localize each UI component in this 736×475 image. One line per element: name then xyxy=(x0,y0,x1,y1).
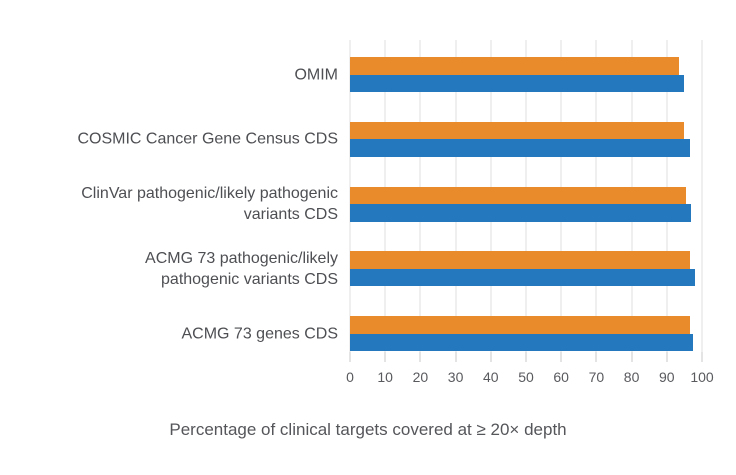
bar-orange-top-bar xyxy=(350,251,690,269)
bar-blue-bottom-bar xyxy=(350,333,694,351)
x-tick-label: 0 xyxy=(346,369,354,385)
category-label: ACMG 73 genes CDS xyxy=(181,324,338,342)
plot-area xyxy=(349,40,703,352)
x-tick-mark xyxy=(349,352,351,362)
x-tick-mark xyxy=(560,352,562,362)
gridline xyxy=(701,40,703,352)
x-tick-mark xyxy=(701,352,703,362)
x-tick-mark xyxy=(384,352,386,362)
bar-orange-top-bar xyxy=(350,316,690,334)
x-tick-label: 60 xyxy=(553,369,569,385)
x-tick-mark xyxy=(419,352,421,362)
bar-blue-bottom-bar xyxy=(350,139,690,157)
x-tick-label: 10 xyxy=(377,369,393,385)
x-axis: 0 10 20 30 40 50 60 70 80 90 100 xyxy=(346,352,714,400)
x-tick-mark xyxy=(631,352,633,362)
category-label: OMIM xyxy=(294,65,338,83)
x-axis-title: Percentage of clinical targets covered a… xyxy=(169,420,567,439)
x-tick-label: 100 xyxy=(690,369,714,385)
bar-orange-top-bar xyxy=(350,57,680,75)
bar-blue-bottom-bar xyxy=(350,268,695,287)
x-tick-mark xyxy=(595,352,597,362)
x-tick-label: 40 xyxy=(483,369,499,385)
category-label: ACMG 73 pathogenic/likely pathogenic var… xyxy=(145,249,338,288)
category-labels: OMIM COSMIC Cancer Gene Census CDS ClinVar… xyxy=(0,40,340,352)
x-tick-label: 80 xyxy=(623,369,640,385)
category-label: ClinVar pathogenic/likely pathogenic var… xyxy=(81,184,338,223)
x-tick-mark xyxy=(455,352,457,362)
x-tick-label: 90 xyxy=(659,369,675,385)
bar-orange-top-bar xyxy=(350,121,685,140)
x-tick-mark xyxy=(525,352,527,362)
x-tick-label: 50 xyxy=(518,369,534,385)
category-label: COSMIC Cancer Gene Census CDS xyxy=(77,130,338,148)
x-tick-label: 70 xyxy=(588,369,605,385)
bar-orange-top-bar xyxy=(350,186,687,204)
x-tick-label: 30 xyxy=(447,369,464,385)
x-tick-label: 20 xyxy=(412,369,429,385)
x-tick-mark xyxy=(666,352,668,362)
bar-blue-bottom-bar xyxy=(350,204,692,222)
bar-blue-bottom-bar xyxy=(350,74,685,92)
x-tick-mark xyxy=(490,352,492,362)
